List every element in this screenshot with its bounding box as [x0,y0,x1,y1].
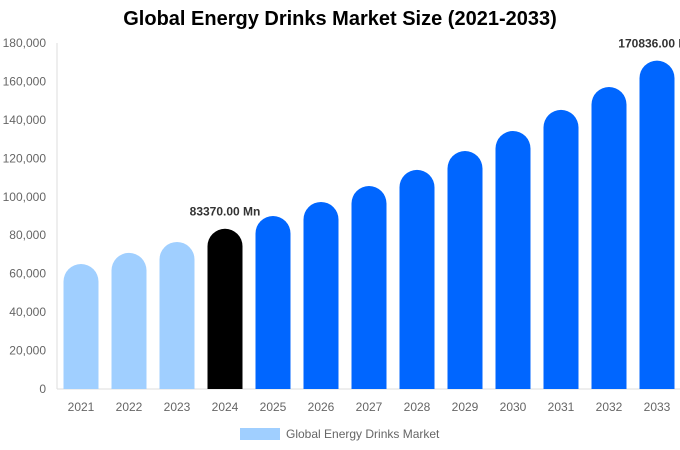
x-tick-label: 2024 [212,400,239,414]
data-label: 83370.00 Mn [190,205,261,219]
x-tick-label: 2026 [308,400,335,414]
bar-2029 [447,151,483,389]
x-tick-label: 2025 [260,400,287,414]
bar-2024 [207,228,243,389]
x-tick-label: 2021 [68,400,95,414]
bar-2028 [399,169,435,389]
bar-2031 [543,109,579,389]
y-tick-label: 40,000 [9,305,46,319]
bar-2032 [591,87,627,389]
x-tick-label: 2029 [452,400,479,414]
x-tick-label: 2030 [500,400,527,414]
y-tick-label: 80,000 [9,228,46,242]
y-tick-label: 120,000 [3,151,47,165]
bar-2030 [495,131,531,389]
y-tick-label: 140,000 [3,113,47,127]
x-tick-label: 2033 [644,400,671,414]
x-tick-label: 2031 [548,400,575,414]
x-tick-label: 2023 [164,400,191,414]
y-tick-label: 20,000 [9,344,46,358]
x-tick-label: 2022 [116,400,143,414]
legend-label: Global Energy Drinks Market [286,427,440,441]
bar-2022 [111,252,147,389]
bar-2026 [303,201,339,389]
y-tick-label: 100,000 [3,190,47,204]
x-tick-label: 2028 [404,400,431,414]
bar-2025 [255,216,291,389]
bar-2023 [159,241,195,389]
y-tick-label: 180,000 [3,36,47,50]
chart-title: Global Energy Drinks Market Size (2021-2… [123,8,557,30]
legend-swatch [240,428,280,440]
y-tick-label: 0 [39,382,46,396]
bar-2033 [639,60,675,390]
x-tick-label: 2027 [356,400,383,414]
data-label: 170836.00 Mn [618,37,680,51]
bar-2027 [351,186,387,389]
y-tick-label: 160,000 [3,74,47,88]
bar-2021 [63,264,99,389]
y-tick-label: 60,000 [9,267,46,281]
x-tick-label: 2032 [596,400,623,414]
